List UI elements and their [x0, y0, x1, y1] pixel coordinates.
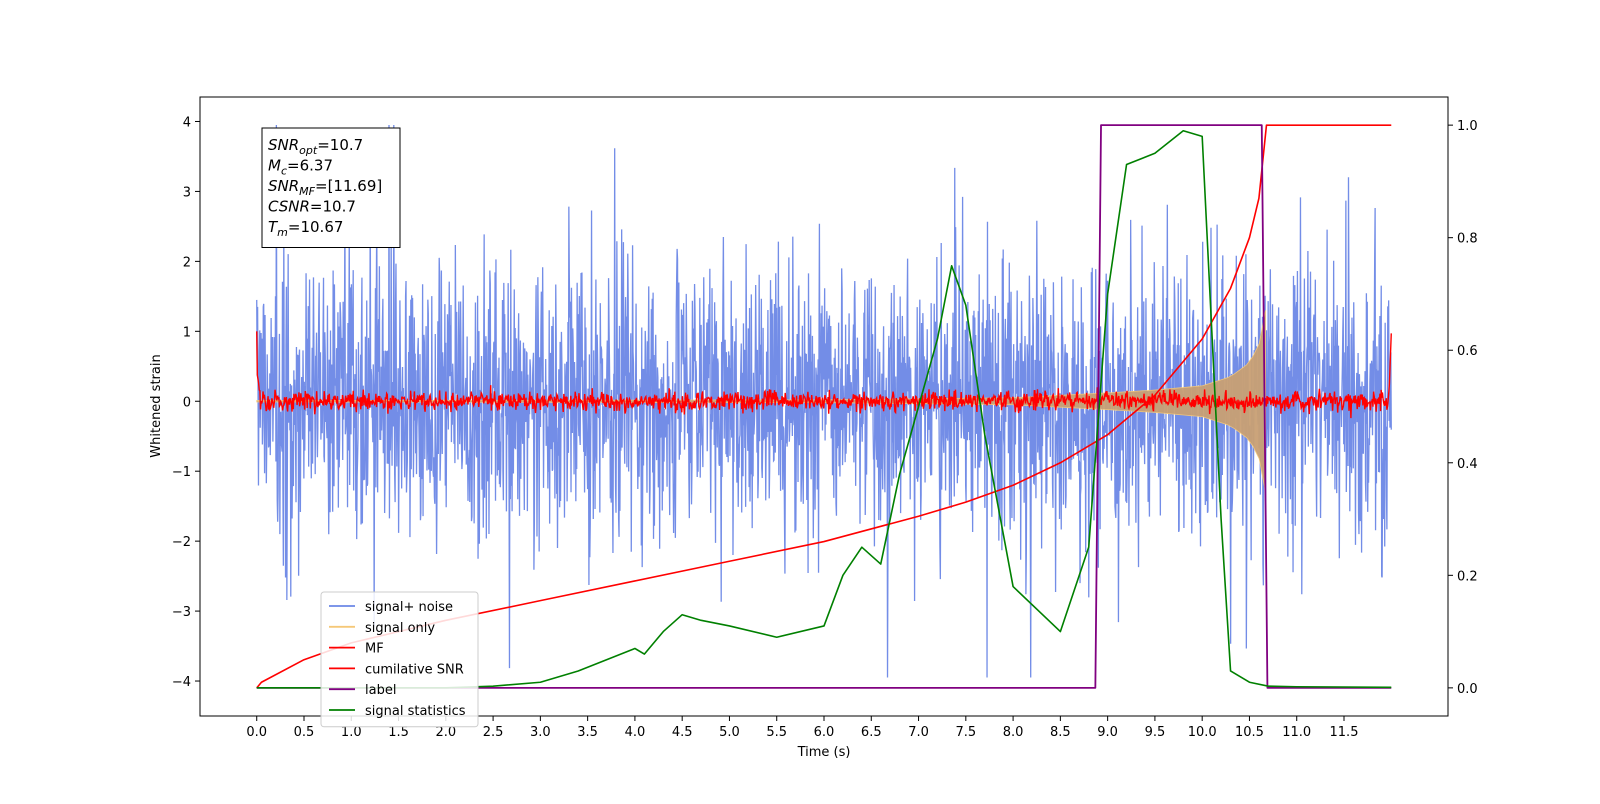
legend-label: signal statistics: [365, 704, 466, 719]
y-tick-label-right: 0.4: [1457, 457, 1478, 472]
x-tick-label: 10.0: [1188, 725, 1217, 740]
series-signal-statistics: [256, 129, 1392, 689]
series-signal-noise: [256, 124, 1392, 678]
x-axis-title: Time (s): [797, 745, 851, 760]
x-tick-label: 3.0: [530, 725, 551, 740]
x-tick-label: 8.0: [1003, 725, 1024, 740]
x-tick-label: 3.5: [577, 725, 598, 740]
legend-label: label: [365, 683, 396, 698]
y-axis-title: Whitened strain: [149, 354, 164, 457]
x-tick-label: 8.5: [1050, 725, 1071, 740]
legend-label: cumilative SNR: [365, 662, 464, 677]
y-tick-label-right: 1.0: [1457, 119, 1478, 134]
y-tick-label-left: −4: [172, 675, 191, 690]
x-tick-label: 5.5: [766, 725, 787, 740]
x-tick-label: 4.0: [625, 725, 646, 740]
x-tick-label: 11.0: [1282, 725, 1311, 740]
x-tick-label: 1.5: [388, 725, 409, 740]
legend-frame: [320, 591, 479, 728]
legend: signal+ noise signal only MF cumilative SNR…: [320, 591, 479, 728]
legend-label: signal+ noise: [365, 600, 453, 615]
info-box: SNRopt=10.7Mc=6.37SNRMF=[11.69]CSNR=10.7…: [261, 127, 401, 248]
info-line: SNRopt=10.7: [268, 136, 363, 157]
y-tick-label-left: 3: [183, 185, 191, 200]
info-line: SNRMF=[11.69]: [268, 177, 382, 198]
x-axis: 0.0 0.5 1.0 1.5 2.0 2.5 3.0 3.5 4.0 4.5 5.0 5.5 6.0 6…: [246, 716, 1358, 740]
y-tick-label-left: 1: [183, 325, 191, 340]
info-line: CSNR=10.7: [268, 198, 356, 216]
series-mf: [256, 331, 1392, 419]
x-tick-label: 7.0: [908, 725, 929, 740]
y-tick-label-left: 2: [183, 255, 191, 270]
y-tick-label-left: −3: [172, 605, 191, 620]
y-axis-left: 4 3 2 1 0 −1 −2 −3 −4: [172, 115, 200, 690]
y-tick-label-left: −1: [172, 465, 191, 480]
x-tick-label: 6.0: [814, 725, 835, 740]
x-tick-label: 2.0: [435, 725, 456, 740]
x-tick-label: 7.5: [955, 725, 976, 740]
x-tick-label: 0.5: [294, 725, 315, 740]
y-tick-label-left: 4: [183, 115, 191, 130]
y-tick-label-left: 0: [183, 395, 191, 410]
legend-label: signal only: [365, 621, 435, 636]
x-tick-label: 1.0: [341, 725, 362, 740]
x-tick-label: 5.0: [719, 725, 740, 740]
x-tick-label: 9.5: [1145, 725, 1166, 740]
series-label: [256, 124, 1392, 689]
x-tick-label: 2.5: [483, 725, 504, 740]
x-tick-label: 4.5: [672, 725, 693, 740]
y-tick-label-left: −2: [172, 535, 191, 550]
x-tick-label: 0.0: [246, 725, 267, 740]
info-box-frame: [261, 127, 401, 248]
x-tick-label: 11.5: [1330, 725, 1359, 740]
x-tick-label: 10.5: [1235, 725, 1264, 740]
y-tick-label-right: 0.8: [1457, 232, 1478, 247]
y-tick-label-right: 0.6: [1457, 344, 1478, 359]
info-line: Mc=6.37: [268, 157, 333, 178]
y-axis-right: 1.0 0.8 0.6 0.4 0.2 0.0: [1448, 119, 1478, 697]
x-tick-label: 6.5: [861, 725, 882, 740]
x-tick-label: 9.0: [1097, 725, 1118, 740]
y-tick-label-right: 0.2: [1457, 569, 1478, 584]
series-layer: [256, 124, 1392, 689]
info-line: Tm=10.67: [268, 218, 343, 239]
legend-label: MF: [365, 642, 384, 657]
y-tick-label-right: 0.0: [1457, 682, 1478, 697]
